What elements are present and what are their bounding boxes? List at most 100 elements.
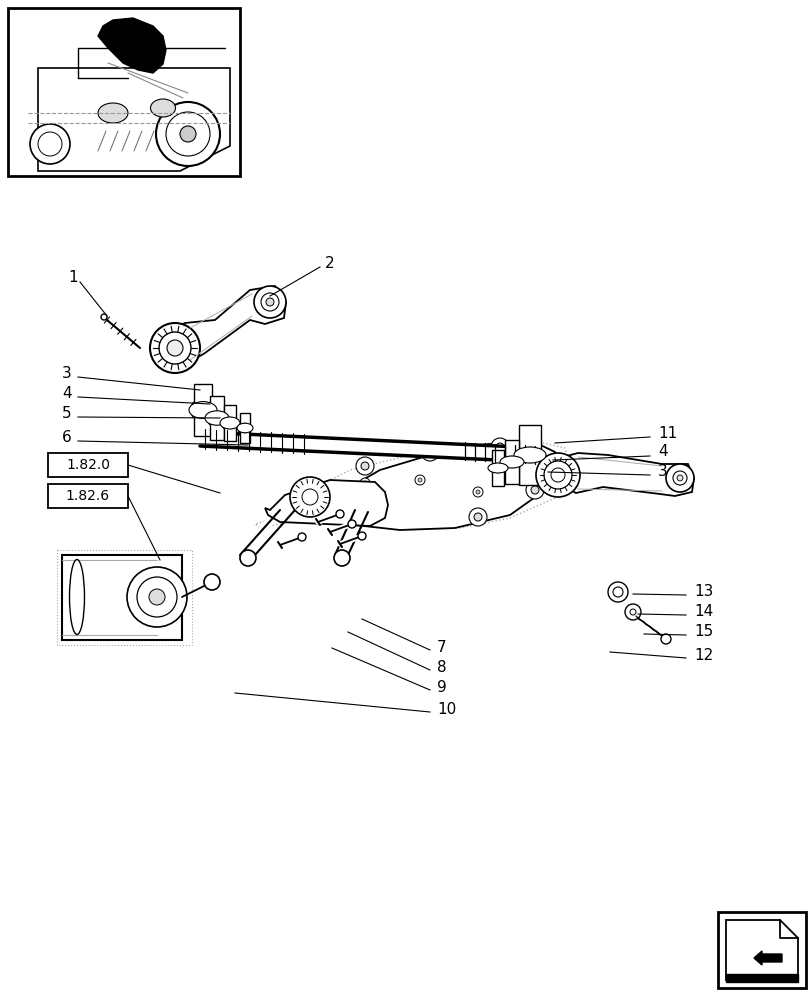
Text: 10: 10: [436, 702, 456, 718]
Bar: [725, 974, 797, 982]
Circle shape: [426, 448, 433, 456]
Ellipse shape: [210, 411, 224, 425]
Text: 1.82.0: 1.82.0: [66, 458, 109, 472]
Polygon shape: [264, 480, 388, 526]
Circle shape: [156, 102, 220, 166]
Ellipse shape: [204, 411, 229, 425]
Ellipse shape: [70, 560, 84, 635]
Circle shape: [333, 550, 350, 566]
Circle shape: [359, 478, 370, 488]
FancyBboxPatch shape: [48, 484, 128, 508]
Circle shape: [672, 471, 686, 485]
Circle shape: [159, 332, 191, 364]
Circle shape: [660, 634, 670, 644]
Polygon shape: [255, 440, 569, 530]
Bar: [8, 8, 240, 176]
Circle shape: [473, 487, 483, 497]
Circle shape: [491, 438, 508, 456]
Circle shape: [535, 453, 579, 497]
Polygon shape: [98, 18, 165, 73]
Polygon shape: [167, 286, 285, 368]
Text: 7: 7: [436, 640, 446, 654]
Text: 1.82.6: 1.82.6: [66, 489, 110, 503]
Polygon shape: [560, 453, 693, 496]
Polygon shape: [725, 920, 797, 980]
Circle shape: [240, 550, 255, 566]
Circle shape: [361, 462, 368, 470]
Text: 13: 13: [693, 584, 713, 599]
Ellipse shape: [189, 402, 217, 418]
Text: 3: 3: [62, 365, 71, 380]
Polygon shape: [200, 432, 539, 462]
Circle shape: [363, 481, 367, 485]
Circle shape: [474, 513, 482, 521]
Circle shape: [607, 582, 627, 602]
Bar: [57, 550, 191, 645]
Circle shape: [260, 293, 279, 311]
Circle shape: [414, 475, 424, 485]
Ellipse shape: [487, 463, 508, 473]
Circle shape: [355, 457, 374, 475]
Ellipse shape: [504, 456, 518, 468]
Circle shape: [469, 508, 487, 526]
Text: 5: 5: [62, 406, 71, 420]
Bar: [210, 396, 224, 440]
Circle shape: [30, 124, 70, 164]
Circle shape: [551, 468, 564, 482]
Ellipse shape: [224, 418, 236, 428]
Text: 8: 8: [436, 660, 446, 674]
Bar: [518, 425, 540, 485]
Circle shape: [204, 574, 220, 590]
Circle shape: [137, 577, 177, 617]
Text: 2: 2: [324, 255, 334, 270]
Circle shape: [180, 126, 195, 142]
Circle shape: [527, 456, 535, 464]
Circle shape: [348, 520, 355, 528]
Text: 14: 14: [693, 604, 712, 619]
Circle shape: [624, 604, 640, 620]
Circle shape: [165, 112, 210, 156]
Ellipse shape: [191, 402, 196, 418]
Circle shape: [148, 589, 165, 605]
Circle shape: [475, 490, 479, 494]
Bar: [504, 440, 518, 484]
Bar: [62, 555, 182, 640]
Circle shape: [290, 477, 329, 517]
Bar: [717, 912, 805, 988]
Text: 9: 9: [436, 680, 446, 694]
Ellipse shape: [500, 456, 523, 468]
Circle shape: [612, 587, 622, 597]
Text: 3: 3: [657, 464, 667, 479]
Ellipse shape: [194, 402, 212, 418]
Circle shape: [127, 567, 187, 627]
Ellipse shape: [237, 423, 253, 433]
Ellipse shape: [518, 448, 540, 462]
Bar: [491, 450, 504, 486]
Circle shape: [420, 443, 439, 461]
Ellipse shape: [220, 417, 240, 429]
Text: 4: 4: [62, 385, 71, 400]
Bar: [240, 413, 250, 443]
Circle shape: [418, 478, 422, 482]
Circle shape: [530, 486, 539, 494]
Circle shape: [543, 461, 571, 489]
Text: 11: 11: [657, 426, 676, 440]
Circle shape: [167, 340, 182, 356]
Circle shape: [676, 475, 682, 481]
Text: 1: 1: [68, 270, 78, 286]
Circle shape: [266, 298, 273, 306]
Bar: [224, 405, 236, 441]
Polygon shape: [315, 440, 554, 530]
Circle shape: [150, 323, 200, 373]
Text: 6: 6: [62, 430, 71, 446]
Polygon shape: [38, 68, 230, 171]
Circle shape: [496, 443, 504, 451]
Circle shape: [665, 464, 693, 492]
Ellipse shape: [222, 418, 225, 428]
Ellipse shape: [208, 411, 212, 425]
Circle shape: [522, 451, 540, 469]
Ellipse shape: [491, 464, 504, 473]
Circle shape: [101, 314, 107, 320]
Bar: [194, 384, 212, 436]
FancyBboxPatch shape: [48, 453, 128, 477]
